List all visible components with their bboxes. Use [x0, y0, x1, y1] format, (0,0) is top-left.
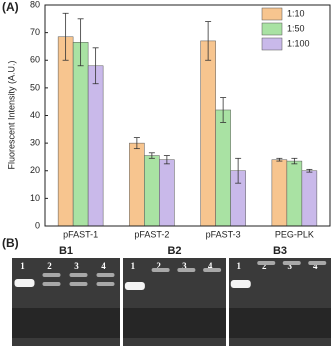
gel-band [257, 261, 276, 265]
y-tick-label: 70 [30, 27, 40, 37]
error-bar [276, 157, 283, 162]
y-tick-label: 20 [30, 165, 40, 175]
lane-label: 1 [20, 261, 25, 271]
bar [301, 170, 318, 227]
gel-smear [12, 308, 120, 338]
lane-label: 2 [156, 261, 161, 271]
gel-band [69, 273, 88, 277]
gel-band [96, 273, 115, 277]
error-bar [235, 157, 242, 184]
error-bar [148, 152, 155, 159]
y-tick-label: 60 [30, 55, 40, 65]
y-tick-label: 0 [35, 220, 40, 230]
error-bar [133, 137, 140, 150]
gel-band [151, 268, 170, 272]
lane-label: 3 [288, 261, 293, 271]
y-tick-label: 40 [30, 110, 40, 120]
lane-label: 3 [74, 261, 79, 271]
legend-swatch [261, 37, 283, 51]
panel-label: (B) [2, 236, 19, 250]
legend-label: 1:10 [287, 8, 305, 18]
y-tick-label: 30 [30, 138, 40, 148]
lane-label: 2 [262, 261, 267, 271]
gel-band [230, 280, 251, 288]
gel-title: B2 [167, 245, 181, 257]
gel-band [177, 268, 196, 272]
error-bar [92, 47, 99, 85]
bar [271, 159, 288, 227]
error-bar [205, 21, 212, 61]
gel-band [42, 273, 61, 277]
y-axis-label: Fluorescent Intensity (A.U.) [6, 60, 16, 169]
y-tick-label: 80 [30, 0, 40, 9]
x-tick-label: pFAST-3 [206, 229, 241, 239]
error-bar [77, 18, 84, 67]
bar [87, 65, 104, 227]
error-bar [62, 12, 69, 61]
bar [286, 160, 303, 227]
bar [215, 109, 231, 227]
error-bar [306, 168, 313, 173]
lane-label: 2 [47, 261, 52, 271]
lane-label: 1 [237, 261, 242, 271]
gel-title: B1 [59, 245, 73, 257]
legend-label: 1:50 [287, 23, 305, 33]
lane-label: 4 [208, 261, 213, 271]
bar [200, 40, 216, 227]
legend-swatch [261, 22, 283, 36]
gel-band [124, 282, 145, 290]
gel-smear [229, 308, 331, 338]
lane-label: 4 [101, 261, 106, 271]
error-bar [291, 157, 298, 165]
gel-smear [123, 308, 226, 338]
gel-band [14, 279, 35, 287]
gel-band [308, 261, 327, 265]
lane-label: 3 [182, 261, 187, 271]
bar [144, 155, 160, 227]
x-tick-label: pFAST-1 [63, 229, 98, 239]
error-bar [220, 97, 227, 123]
gel-band [69, 282, 88, 286]
x-tick-label: PEG-PLK [275, 229, 314, 239]
legend-label: 1:100 [287, 38, 310, 48]
panel-label: (A) [2, 0, 19, 14]
bar [57, 36, 74, 227]
y-tick-label: 10 [30, 193, 40, 203]
gel-band [42, 282, 61, 286]
gel-title: B3 [273, 245, 287, 257]
lane-label: 1 [131, 261, 136, 271]
gel-band [203, 268, 222, 272]
gel-band [282, 261, 301, 265]
bar [159, 159, 175, 227]
x-tick-label: pFAST-2 [134, 229, 169, 239]
gel-band [96, 282, 115, 286]
y-tick-label: 50 [30, 82, 40, 92]
error-bar [163, 155, 170, 165]
bar [129, 142, 145, 227]
legend-swatch [261, 7, 283, 21]
bar [72, 42, 89, 227]
lane-label: 4 [313, 261, 318, 271]
plot-frame [44, 4, 331, 227]
